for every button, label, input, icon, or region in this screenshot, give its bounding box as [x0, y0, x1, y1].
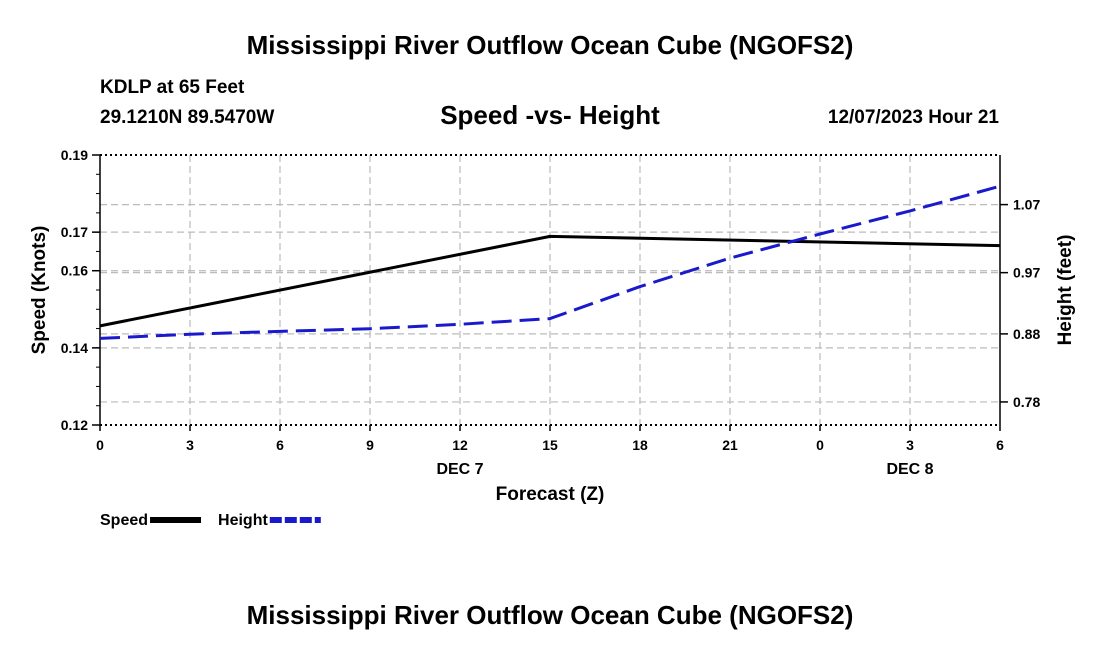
y-left-tick-label: 0.17: [61, 224, 88, 240]
x-axis-title: Forecast (Z): [496, 484, 605, 505]
y-left-tick-label: 0.14: [61, 340, 88, 356]
footer-title: Mississippi River Outflow Ocean Cube (NG…: [246, 600, 854, 630]
speed-series-line: [99, 234, 1001, 328]
x-tick-label: 12: [452, 437, 468, 453]
x-tick-label: 0: [816, 437, 824, 453]
legend-label: Height: [218, 512, 268, 529]
x-tick-label: 3: [906, 437, 914, 453]
x-tick-label: 15: [542, 437, 558, 453]
x-tick-label: 21: [722, 437, 738, 453]
day-label: DEC 8: [886, 461, 933, 478]
chart-subtitle: Speed -vs- Height: [440, 100, 660, 130]
y-right-axis-title: Height (feet): [1055, 235, 1076, 346]
x-tick-label: 3: [186, 437, 194, 453]
x-tick-label: 9: [366, 437, 374, 453]
height-series-line: [99, 184, 1001, 340]
x-tick-label: 18: [632, 437, 648, 453]
y-right-tick-label: 1.07: [1013, 197, 1040, 213]
y-right-tick-label: 0.78: [1013, 394, 1040, 410]
x-tick-label: 6: [996, 437, 1004, 453]
legend-label: Speed: [100, 512, 148, 529]
y-right-tick-label: 0.97: [1013, 265, 1040, 281]
x-tick-label: 6: [276, 437, 284, 453]
y-right-tick-label: 0.88: [1013, 326, 1040, 342]
x-tick-label: 0: [96, 437, 104, 453]
station-label: KDLP at 65 Feet: [100, 77, 245, 98]
chart-title: Mississippi River Outflow Ocean Cube (NG…: [246, 30, 854, 60]
y-left-tick-label: 0.16: [61, 263, 88, 279]
y-left-axis-title: Speed (Knots): [29, 226, 50, 355]
station-coords: 29.1210N 89.5470W: [100, 107, 275, 128]
y-left-tick-label: 0.19: [61, 147, 88, 163]
day-label: DEC 7: [436, 461, 483, 478]
forecast-datetime: 12/07/2023 Hour 21: [827, 107, 999, 128]
y-left-tick-label: 0.12: [61, 417, 88, 433]
